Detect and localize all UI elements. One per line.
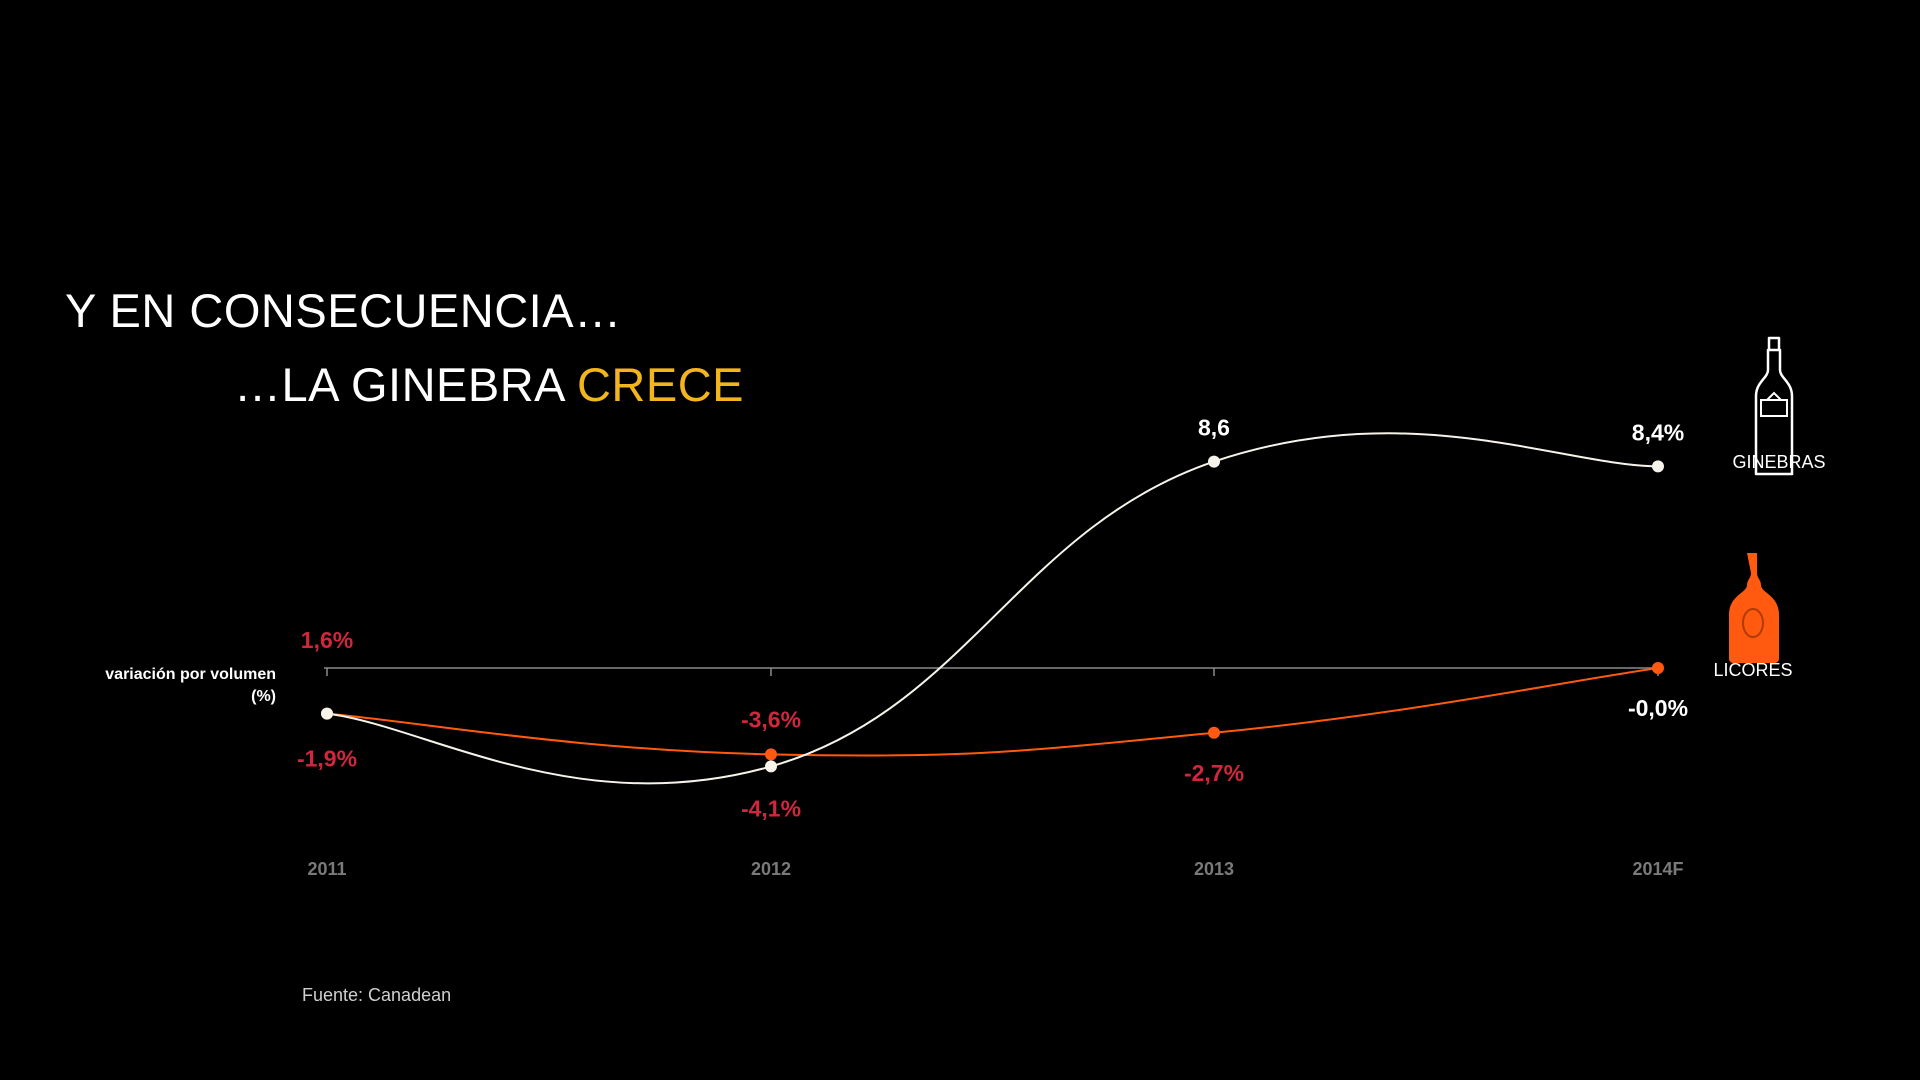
data-label-ginebras-2014F: 8,4% (1632, 419, 1684, 445)
x-tick-label-2011: 2011 (307, 859, 346, 879)
data-label-licores-2011: -1,9% (297, 746, 357, 772)
x-tick-label-2014F: 2014F (1632, 859, 1683, 879)
title-line-1: Y EN CONSECUENCIA… (65, 284, 622, 337)
data-label-ginebras-2013: 8,6 (1198, 415, 1230, 441)
liquor-bottle-orange-icon (1729, 553, 1779, 663)
y-axis-label-line-1: variación por volumen (105, 666, 276, 683)
point-ginebras-2014F (1652, 460, 1664, 473)
data-label-licores-2014F: -0,0% (1628, 695, 1688, 721)
title-line-2: …LA GINEBRA CRECE (234, 357, 744, 412)
point-licores-2013 (1208, 726, 1220, 739)
point-ginebras-2011 (321, 707, 333, 720)
y-axis-label: variación por volumen (%) (40, 664, 276, 708)
series-line-ginebras (326, 432, 1659, 785)
data-label-ginebras-2012: -4,1% (741, 795, 801, 821)
legend-label-licores: LICORES (1713, 660, 1792, 680)
title-accent-word: CRECE (576, 358, 744, 411)
x-tick-label-2013: 2013 (1194, 859, 1234, 879)
x-tick-label-2012: 2012 (751, 859, 791, 879)
annotation-label: 1,6% (301, 627, 353, 653)
gin-bottle-label (1760, 399, 1788, 417)
legend-label-ginebras: GINEBRAS (1732, 452, 1825, 472)
title-line-2-prefix: …LA GINEBRA (234, 358, 577, 411)
gin-bottle-outline-icon (1754, 336, 1794, 476)
point-licores-2014F (1652, 662, 1664, 674)
y-axis-label-line-2: (%) (251, 688, 276, 705)
data-label-licores-2012: -3,6% (741, 706, 801, 732)
series-line-licores (326, 667, 1659, 757)
point-ginebras-2013 (1208, 455, 1220, 468)
liquor-bottle-body (1729, 553, 1779, 663)
gin-bottle-crest (1766, 391, 1782, 401)
point-ginebras-2012 (765, 760, 777, 773)
liquor-bottle-label (1742, 608, 1764, 638)
point-licores-2012 (765, 748, 777, 761)
gin-bottle-outline (1754, 336, 1794, 476)
source-note: Fuente: Canadean (302, 985, 452, 1005)
data-label-licores-2013: -2,7% (1184, 760, 1244, 786)
